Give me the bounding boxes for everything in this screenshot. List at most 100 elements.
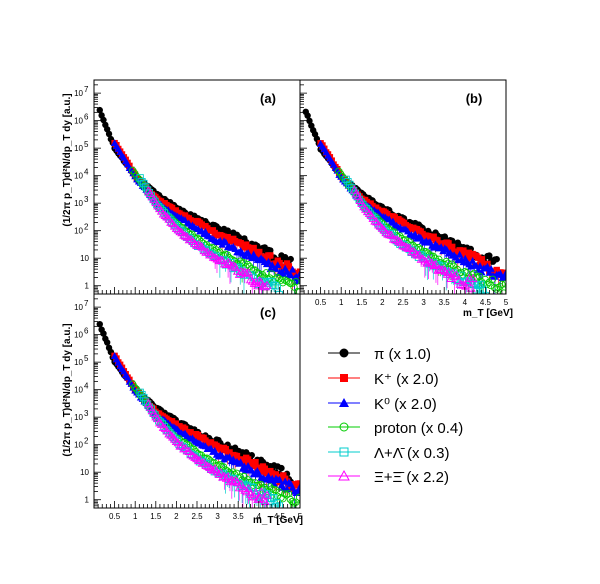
data-point (474, 281, 482, 289)
x-axis-title-c: m_T [GeV] (253, 515, 303, 526)
data-point (278, 263, 285, 270)
data-point (460, 247, 467, 254)
data-point (193, 455, 203, 465)
data-point (284, 278, 293, 286)
data-point (479, 286, 487, 294)
y-tick-label: 10 (74, 144, 83, 153)
legend-label-lambda: Λ+Λ̄ (x 0.3) (374, 445, 449, 462)
data-point (260, 282, 270, 291)
data-point (171, 436, 181, 446)
data-point (166, 430, 176, 439)
data-point (100, 330, 107, 337)
legend-label-proton: proton (x 0.4) (374, 420, 463, 437)
data-point (225, 259, 235, 268)
data-point (164, 429, 174, 438)
data-point (448, 260, 456, 268)
y-tick-exponent: 7 (84, 299, 89, 308)
data-point (407, 247, 417, 256)
y-axis-title-a: (1/2π p_T)d²N/dp_T dy [a.u.] (62, 93, 73, 226)
x-tick-label: 0.5 (315, 298, 327, 307)
data-point (208, 465, 218, 474)
data-point (292, 278, 300, 286)
data-point (362, 206, 372, 216)
data-point (351, 188, 361, 198)
data-point (502, 269, 506, 277)
data-point (401, 242, 411, 251)
data-point (398, 240, 408, 250)
data-point (186, 449, 196, 459)
legend-entry-k0: K⁰ (x 2.0) (328, 396, 437, 413)
data-point (245, 488, 254, 497)
data-point (250, 462, 257, 469)
y-axis-title-c: (1/2π p_T)d²N/dp_T dy [a.u.] (62, 323, 73, 456)
data-point (374, 220, 383, 229)
data-point (498, 280, 506, 288)
legend-entry-lambda: Λ+Λ̄ (x 0.3) (328, 445, 449, 462)
data-point (244, 268, 253, 277)
data-point (222, 446, 230, 453)
data-point (455, 279, 465, 288)
data-point (492, 285, 500, 293)
data-point (96, 106, 103, 114)
data-point (461, 267, 469, 276)
data-point (375, 221, 385, 230)
legend-label-k0: K⁰ (x 2.0) (374, 396, 437, 413)
data-point (195, 241, 205, 250)
data-point (438, 264, 448, 274)
data-point (138, 178, 146, 186)
data-point (288, 279, 296, 287)
data-point (212, 254, 222, 263)
data-point (171, 223, 181, 232)
data-point (461, 281, 471, 290)
data-point (271, 503, 280, 508)
y-tick-label: 10 (80, 468, 89, 477)
data-point (255, 493, 265, 502)
data-point (262, 280, 272, 289)
data-point (296, 483, 300, 490)
data-point (500, 269, 506, 276)
y-tick-label: 10 (74, 117, 83, 126)
data-point (294, 501, 300, 508)
data-point (208, 252, 218, 261)
data-point (277, 276, 285, 284)
data-point (252, 458, 259, 466)
legend-label-xi: Ξ+Ξ̄ (x 2.2) (374, 469, 449, 486)
data-point (475, 272, 484, 281)
data-point (190, 452, 200, 461)
data-point (278, 475, 285, 483)
x-tick-label: 4.5 (480, 298, 492, 307)
data-point (431, 259, 441, 268)
data-point (226, 449, 233, 456)
data-point (240, 259, 248, 267)
y-tick-label: 10 (74, 331, 83, 340)
data-point (232, 477, 242, 486)
data-point (130, 383, 139, 391)
data-point (173, 225, 183, 234)
y-tick-label: 10 (74, 441, 83, 450)
data-point (238, 483, 248, 492)
y-tick-exponent: 4 (84, 382, 89, 391)
data-point (233, 452, 241, 460)
legend-label-kplus: K⁺ (x 2.0) (374, 371, 439, 388)
data-point (251, 487, 261, 497)
data-point (205, 462, 215, 471)
x-tick-label: 2 (380, 298, 385, 307)
y-tick-label: 1 (85, 496, 90, 505)
data-point (203, 461, 213, 470)
data-point (184, 446, 192, 454)
x-tick-label: 1 (133, 512, 138, 521)
data-point (261, 465, 268, 472)
data-point (158, 209, 168, 218)
x-tick-label: 1.5 (356, 298, 368, 307)
data-point (490, 283, 499, 292)
data-point (414, 250, 424, 259)
x-tick-label: 3 (215, 512, 220, 521)
data-point (257, 487, 266, 496)
data-point (257, 468, 265, 475)
legend-entry-kplus: K⁺ (x 2.0) (328, 371, 439, 388)
y-tick-label: 10 (74, 303, 83, 312)
data-point (274, 261, 282, 269)
data-point (179, 230, 189, 239)
y-tick-exponent: 5 (84, 140, 89, 149)
